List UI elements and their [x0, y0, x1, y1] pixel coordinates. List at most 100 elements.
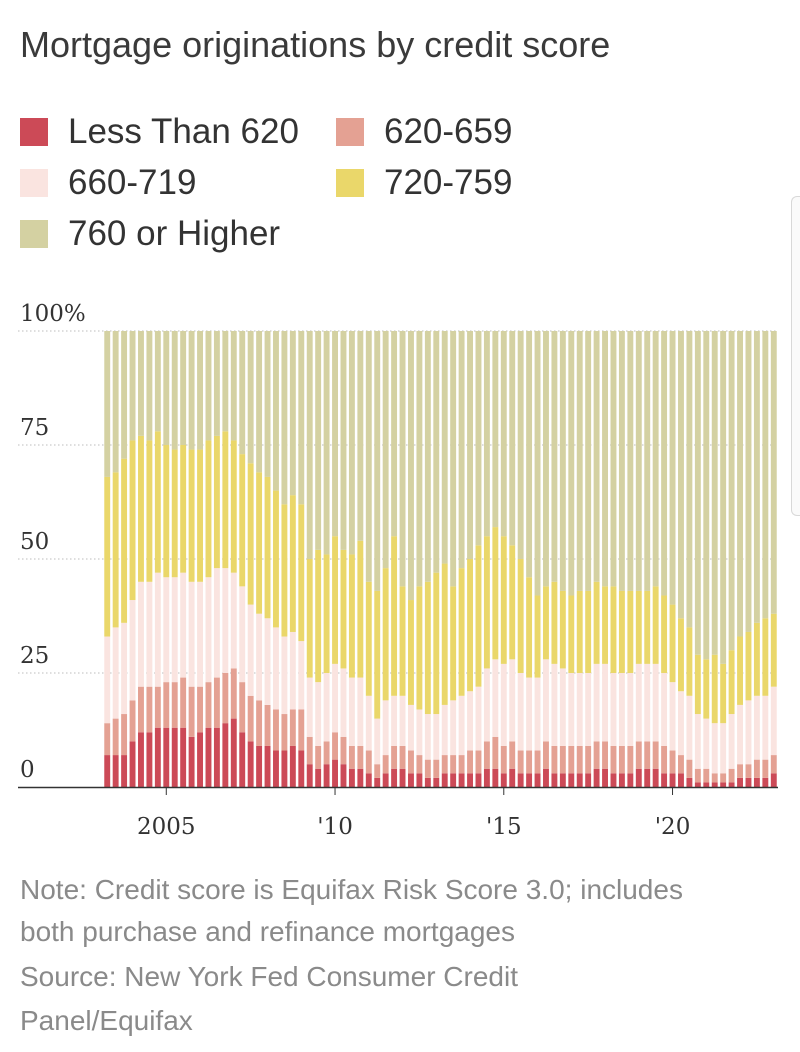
y-tick-label: 0 [20, 757, 35, 783]
bar-segment [239, 682, 246, 733]
bar-segment [264, 745, 271, 787]
bar-segment [365, 581, 372, 696]
bar-segment [678, 618, 684, 692]
bar-segment [602, 331, 608, 587]
bar-segment [222, 568, 229, 673]
legend-item-720-759: 720-759 [336, 163, 512, 203]
bar-segment [332, 663, 338, 733]
bar-segment [602, 663, 608, 742]
bar-segment [121, 714, 128, 756]
bar-segment [551, 331, 558, 582]
bar-segment [382, 331, 389, 569]
bar-segment [121, 458, 128, 623]
bar-segment [753, 759, 760, 778]
bar-segment [509, 768, 516, 787]
bar-segment [728, 650, 735, 715]
bar-segment [728, 782, 735, 787]
bar-segment [230, 440, 237, 573]
bar-segment [222, 431, 229, 569]
bar-segment [306, 331, 313, 559]
bar-segment [483, 668, 490, 742]
bar-segment [568, 673, 575, 746]
bar-segment [273, 627, 279, 710]
bar-segment [239, 331, 246, 455]
bar-segment [222, 673, 229, 724]
bar-segment [289, 745, 296, 787]
bar-segment [289, 495, 296, 632]
bar-segment [247, 695, 254, 742]
bar-segment [678, 331, 684, 619]
bar-segment [357, 677, 364, 746]
bar-segment [112, 627, 119, 719]
bar-segment [568, 745, 575, 774]
bar-segment [678, 691, 684, 756]
bar-segment [602, 586, 608, 664]
bar-segment [686, 331, 693, 628]
bar-segment [433, 759, 440, 778]
bar-segment [188, 736, 195, 787]
bar-segment [576, 673, 583, 746]
bar-segment [602, 768, 608, 787]
bar-segment [374, 777, 381, 787]
bar-segment [483, 536, 490, 669]
bar-segment [500, 331, 507, 537]
bar-segment [112, 472, 119, 628]
bar-segment [171, 331, 178, 450]
legend-label: 620-659 [384, 112, 513, 151]
bar-segment [256, 745, 263, 787]
bar-segment [154, 572, 161, 687]
bar-segment [348, 768, 355, 787]
bar-segment [500, 663, 507, 746]
bar-segment [711, 654, 718, 724]
bar-segment [441, 331, 448, 564]
bar-segment [374, 590, 381, 719]
bar-segment [391, 331, 398, 537]
bar-segment [121, 622, 128, 715]
bar-segment [517, 773, 524, 787]
bar-segment [112, 755, 119, 787]
bar-segment [163, 577, 170, 683]
bar-segment [694, 782, 701, 787]
bar-segment [526, 750, 533, 774]
bar-segment [753, 622, 760, 696]
bar-segment [424, 331, 431, 582]
legend-swatch [20, 220, 48, 248]
bar-segment [458, 773, 465, 787]
bar-segment [281, 714, 288, 751]
bar-segment [433, 331, 440, 573]
bar-segment [720, 773, 727, 783]
scroll-handle[interactable] [791, 196, 800, 516]
legend-swatch [20, 118, 48, 146]
bar-segment [424, 581, 431, 715]
bar-segment [416, 331, 423, 587]
bar-segment [678, 755, 684, 774]
bar-segment [188, 581, 195, 687]
bar-segment [315, 549, 322, 683]
bar-segment [180, 331, 187, 445]
x-tick-label: '10 [317, 814, 353, 840]
bar-segment [475, 773, 482, 787]
bar-segment [551, 581, 558, 664]
bar-segment [197, 449, 203, 582]
bar-segment [399, 695, 406, 746]
bar-segment [703, 331, 710, 660]
bar-segment [154, 727, 161, 787]
bar-segment [222, 723, 229, 787]
bar-segment [483, 768, 490, 787]
bar-segment [652, 586, 659, 664]
bar-segment [273, 331, 279, 491]
bar-segment [661, 745, 668, 774]
bar-segment [551, 773, 558, 787]
bar-segment [644, 663, 651, 742]
bar-segment [492, 527, 499, 660]
bar-segment [213, 435, 220, 569]
bar-segment [256, 700, 263, 746]
bar-segment [104, 476, 111, 637]
bar-segment [188, 331, 195, 450]
bar-segment [475, 750, 482, 774]
bar-segment [745, 631, 752, 701]
bar-segment [205, 331, 212, 441]
bar-segment [492, 331, 499, 528]
bar-segment [720, 782, 727, 787]
bar-segment [323, 741, 330, 765]
